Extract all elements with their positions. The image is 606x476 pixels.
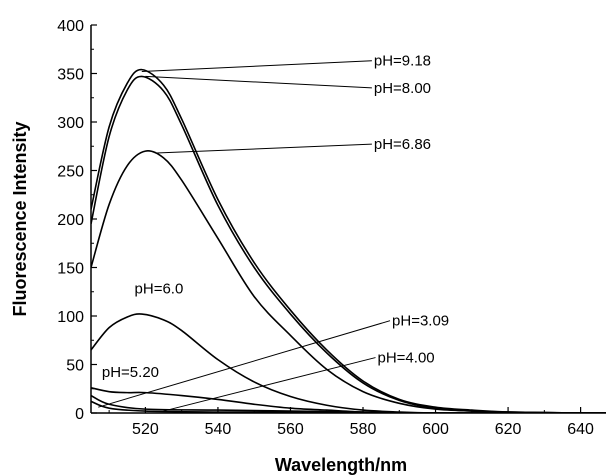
leader-ph-4-00 [163, 357, 376, 412]
series-line-ph-6-0 [91, 313, 606, 413]
annotation-ph-6-0: pH=6.0 [135, 281, 184, 298]
annotation-leaders [98, 60, 391, 412]
x-tick-label: 560 [277, 421, 304, 438]
axis-ticks: 0 50 100 150 200 250 300 350 400 520 540 560 580 600 6… [57, 18, 594, 438]
y-tick-label: 50 [66, 358, 84, 375]
leader-ph-3-09 [98, 320, 391, 408]
plot-frame [90, 25, 606, 414]
series-line-ph-5-20 [91, 386, 606, 413]
leader-ph-6-86 [156, 143, 372, 154]
y-tick-label: 300 [57, 115, 84, 132]
y-tick-label: 250 [57, 164, 84, 181]
annotation-ph-3-09: pH=3.09 [392, 313, 449, 330]
x-tick-label: 600 [422, 421, 449, 438]
leader-ph-9-18 [141, 60, 372, 73]
annotation-ph-8-00: pH=8.00 [374, 80, 431, 97]
series-line-ph-6-86 [91, 150, 606, 413]
y-tick-label: 400 [57, 18, 84, 35]
x-tick-label: 580 [350, 421, 377, 438]
series-line-ph-8-00 [91, 75, 606, 413]
annotation-ph-5-20: pH=5.20 [102, 364, 159, 381]
x-tick-label: 640 [567, 421, 594, 438]
x-tick-label: 540 [205, 421, 232, 438]
y-tick-label: 350 [57, 67, 84, 84]
x-tick-label: 620 [495, 421, 522, 438]
y-axis-title: Fluorescence Intensity [10, 121, 30, 316]
x-tick-label: 520 [132, 421, 159, 438]
series-line-ph-3-09 [91, 400, 606, 413]
leader-ph-8-00 [145, 75, 372, 89]
y-tick-label: 150 [57, 261, 84, 278]
y-tick-label: 0 [75, 406, 84, 423]
x-axis-title: Wavelength/nm [275, 455, 407, 475]
annotation-ph-9-18: pH=9.18 [374, 53, 431, 70]
series-line-ph-9-18 [91, 68, 606, 413]
annotation-ph-4-00: pH=4.00 [378, 350, 435, 367]
y-tick-label: 100 [57, 309, 84, 326]
series-line-ph-4-00 [91, 394, 606, 413]
series-curves [91, 68, 606, 413]
annotation-labels: pH=9.18 pH=8.00 pH=6.86 pH=6.0 pH=3.09 pH=4.0… [102, 53, 449, 381]
annotation-ph-6-86: pH=6.86 [374, 136, 431, 153]
y-tick-label: 200 [57, 212, 84, 229]
